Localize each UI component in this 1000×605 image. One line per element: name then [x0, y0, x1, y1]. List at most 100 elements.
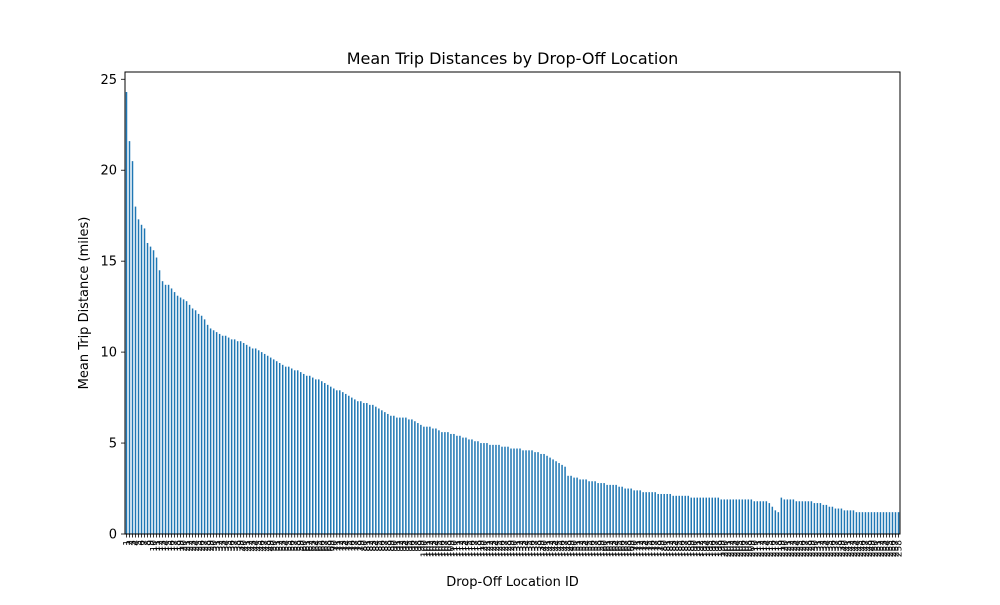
bar: [248, 346, 251, 534]
bar: [681, 495, 683, 534]
bar: [336, 390, 338, 534]
bar: [606, 484, 608, 534]
x-tick-label: 137: [531, 540, 541, 557]
x-tick-label: 29: [207, 540, 217, 552]
x-tick-label: 92: [396, 540, 406, 551]
x-tick-label: 65: [315, 540, 325, 551]
bars-group: [125, 92, 900, 535]
x-tick-label: 212: [756, 540, 766, 557]
bar: [789, 499, 792, 534]
bar: [879, 512, 882, 534]
x-tick-label: 235: [825, 540, 835, 557]
x-axis-label: Drop-Off Location ID: [446, 575, 579, 590]
x-tick-label: 243: [849, 540, 859, 557]
bar: [272, 359, 275, 534]
bar: [600, 483, 602, 534]
bar: [567, 475, 569, 534]
bar: [426, 426, 428, 534]
bar: [318, 379, 320, 534]
bar: [191, 308, 194, 534]
x-tick-label: 227: [801, 540, 811, 557]
x-tick-label: 45: [255, 540, 265, 551]
bar: [387, 413, 389, 534]
x-tick-label: 37: [231, 540, 241, 551]
bar: [281, 364, 284, 534]
x-tick-label: 233: [819, 540, 829, 557]
bar: [492, 444, 494, 534]
x-tick-label: 120: [480, 540, 490, 557]
bar: [477, 441, 479, 534]
x-tick-label: 164: [612, 540, 622, 557]
bar: [444, 432, 446, 534]
bar: [164, 284, 167, 534]
x-tick-label: 151: [573, 540, 583, 557]
bar: [876, 512, 879, 534]
x-tick-labels: 1234567891011121314151617181920212223242…: [123, 534, 905, 557]
x-tick-label: 103: [429, 540, 439, 557]
bar: [245, 344, 248, 534]
bar: [624, 488, 626, 534]
bar: [293, 370, 296, 534]
bar: [834, 508, 837, 534]
bar: [278, 363, 281, 534]
x-tick-label: 181: [663, 540, 673, 557]
bar: [230, 339, 233, 534]
x-tick-label: 230: [810, 540, 820, 557]
bar: [882, 512, 885, 534]
bar: [573, 477, 575, 534]
x-tick-label: 246: [858, 540, 868, 557]
bar: [885, 512, 888, 534]
x-tick-label: 119: [477, 540, 487, 557]
bar: [140, 224, 143, 535]
bar: [296, 370, 299, 534]
x-tick-label: 196: [708, 540, 718, 557]
x-tick-label: 163: [609, 540, 619, 557]
x-tick-label: 187: [681, 540, 691, 557]
bar: [305, 375, 308, 534]
x-tick-label: 91: [393, 540, 403, 551]
bar: [870, 512, 873, 534]
bar: [242, 343, 245, 534]
y-tick-label: 15: [100, 255, 117, 270]
x-tick-label: 189: [687, 540, 697, 557]
bar: [510, 448, 512, 534]
y-tick-label: 5: [109, 437, 117, 452]
x-tick-label: 24: [192, 540, 202, 552]
bar: [762, 501, 765, 534]
bar: [519, 448, 521, 534]
bar: [759, 501, 762, 534]
x-tick-label: 81: [363, 540, 373, 551]
bar: [741, 499, 744, 534]
x-tick-label: 1: [123, 540, 133, 546]
x-tick-label: 107: [441, 540, 451, 557]
x-tick-label: 121: [483, 540, 493, 557]
bar: [269, 357, 272, 534]
bar: [315, 379, 317, 534]
x-tick-label: 34: [222, 540, 232, 552]
x-tick-label: 8: [144, 540, 154, 546]
x-tick-label: 215: [765, 540, 775, 557]
bar: [558, 463, 560, 534]
x-tick-label: 97: [411, 540, 421, 551]
bar: [179, 297, 182, 534]
bar: [867, 512, 870, 534]
bar: [369, 404, 371, 534]
bar: [738, 499, 741, 534]
bar: [233, 339, 236, 534]
bar: [342, 392, 344, 534]
bar: [447, 432, 449, 534]
x-tick-label: 224: [792, 540, 802, 557]
x-tick-label: 201: [723, 540, 733, 557]
bar: [456, 435, 458, 534]
bar: [146, 242, 149, 535]
bar: [585, 479, 587, 534]
bar: [308, 375, 311, 534]
x-tick-label: 245: [855, 540, 865, 557]
bar: [354, 399, 356, 534]
x-tick-label: 48: [264, 540, 274, 552]
bar: [378, 408, 380, 534]
x-tick-label: 109: [447, 540, 457, 557]
bar: [483, 443, 485, 534]
bar: [420, 424, 422, 534]
x-tick-label: 136: [528, 540, 538, 557]
